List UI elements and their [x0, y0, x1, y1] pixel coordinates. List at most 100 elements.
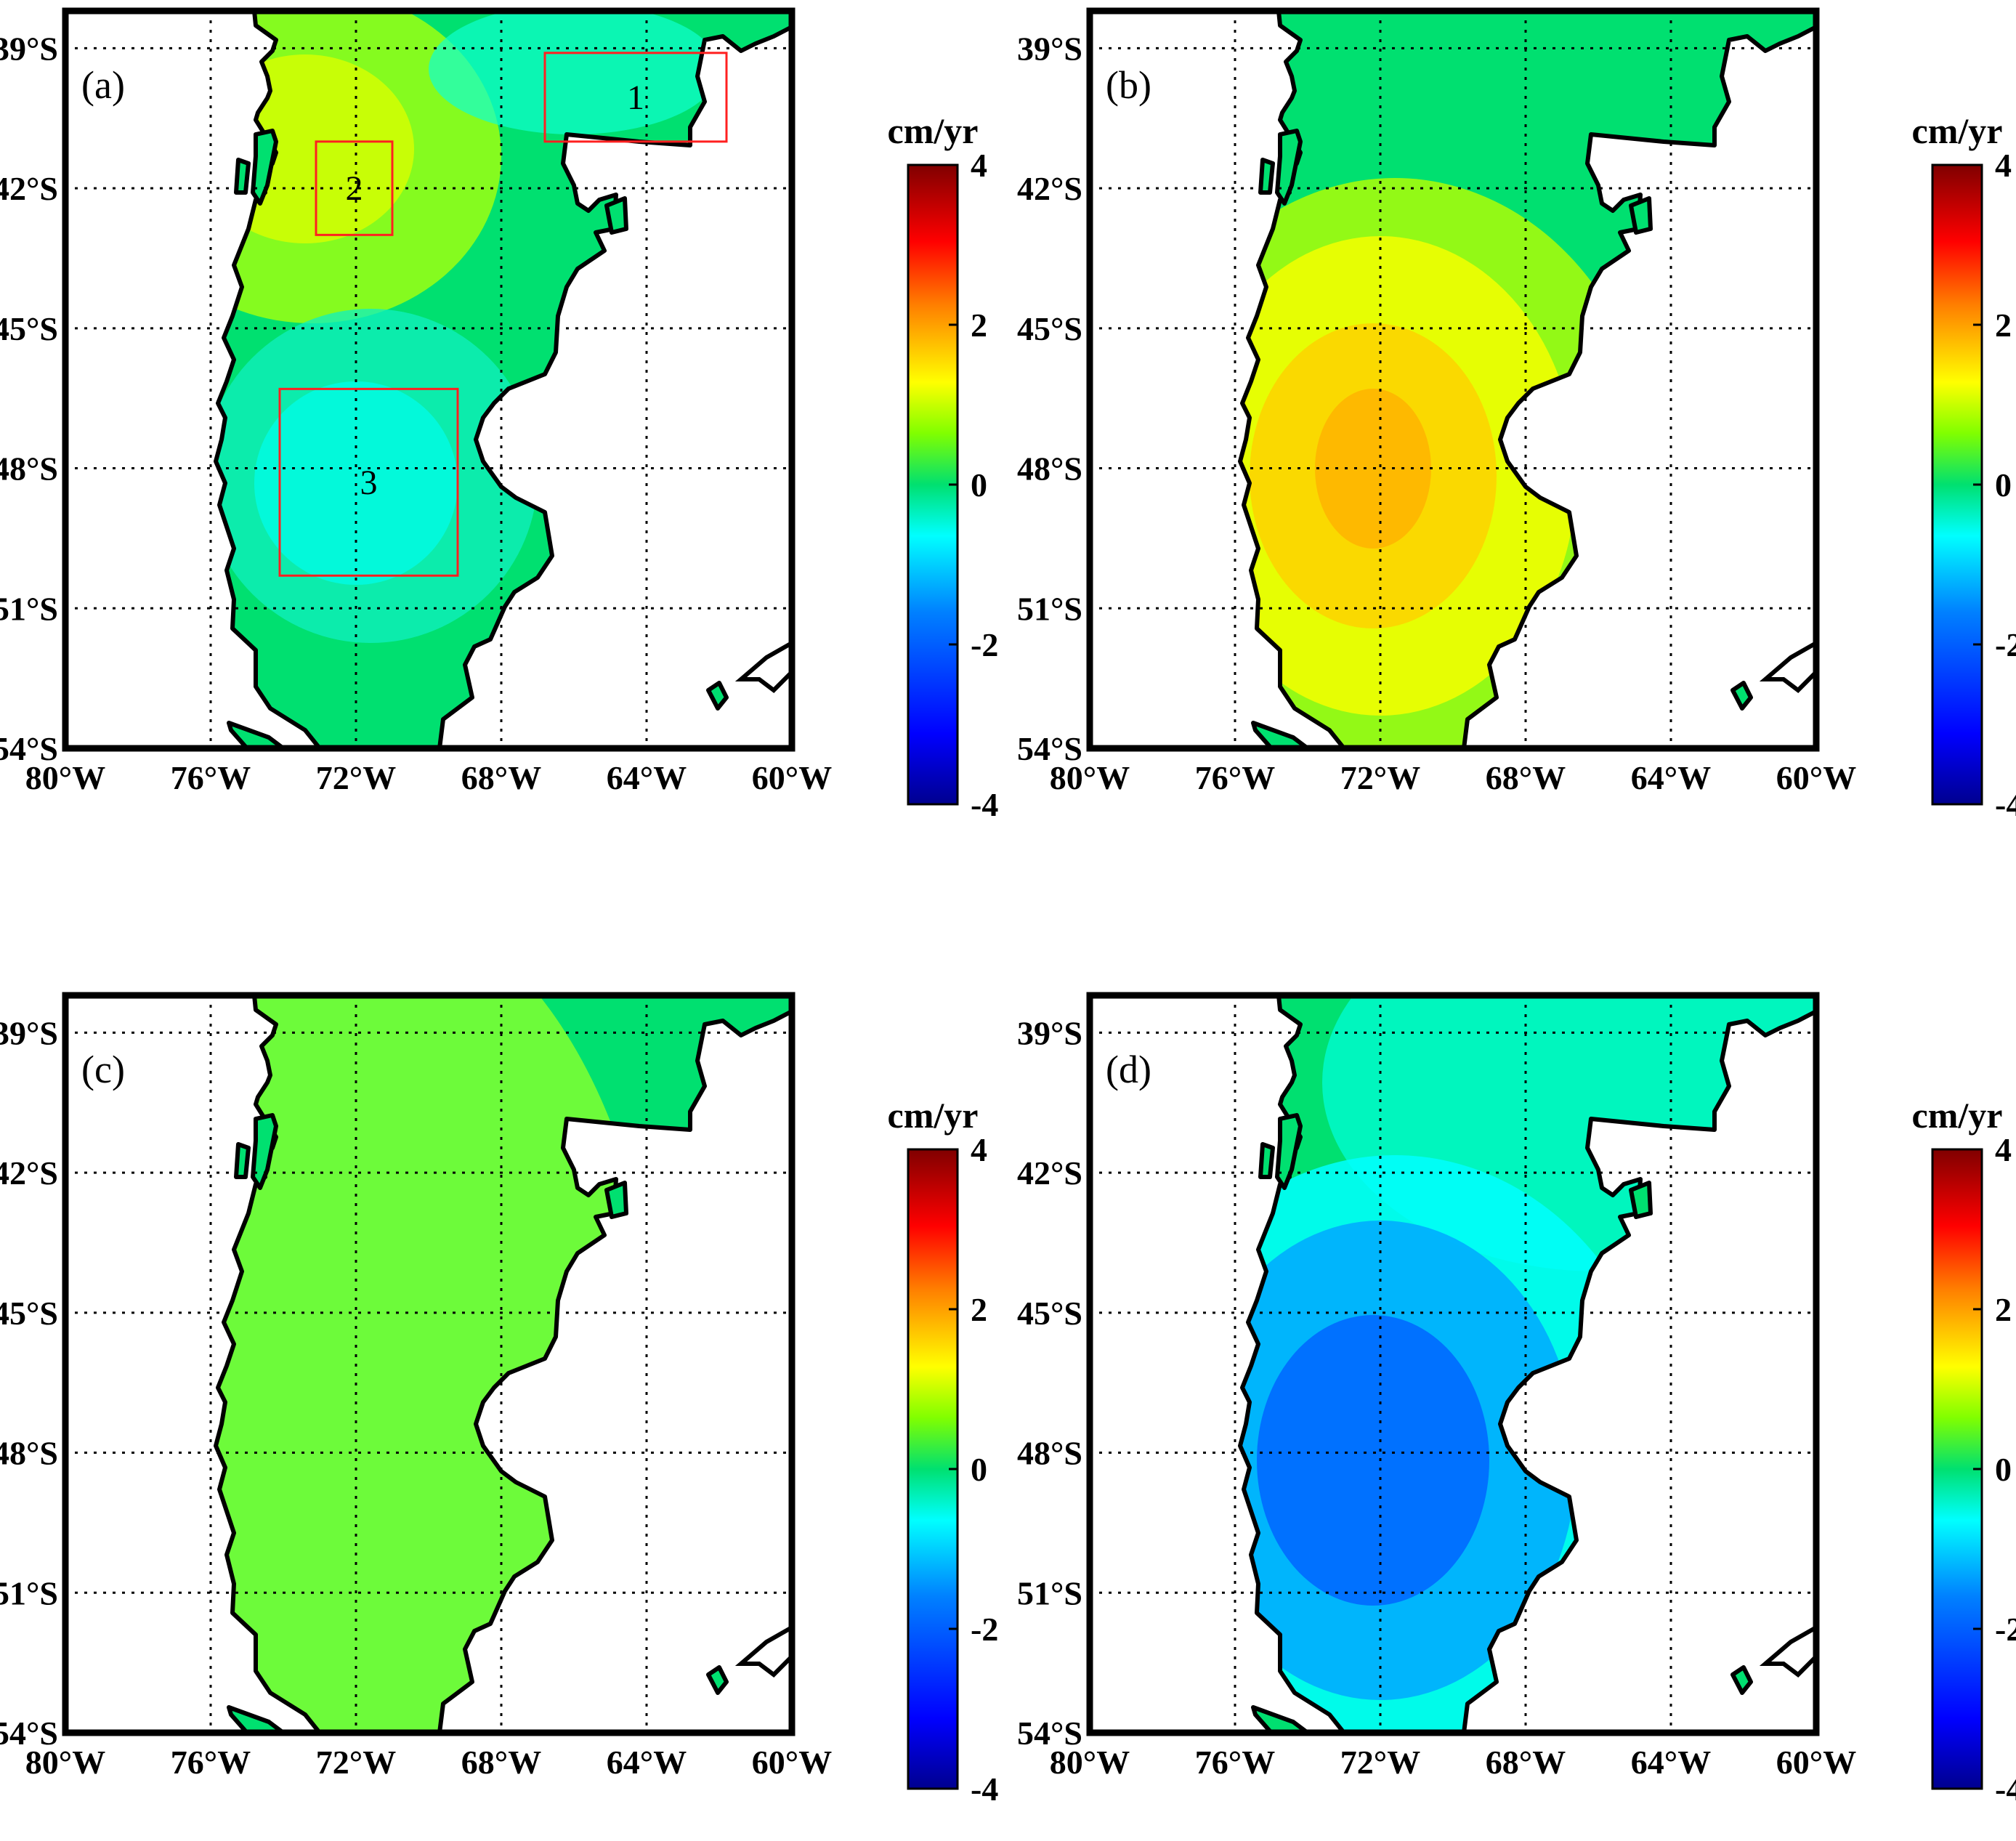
x-tick-label-d-5: 60°W [1776, 1744, 1856, 1781]
y-tick-label-d-4: 51°S [1017, 1574, 1082, 1611]
region-label-3: 3 [360, 464, 378, 502]
y-tick-label-a-1: 42°S [0, 170, 58, 207]
colorbar-tick-label-c-0: 4 [971, 1131, 987, 1168]
map-frame-b [1086, 7, 1820, 752]
panel-a: 1 2 3 (a) 39°S 42°S 45°S 48°S 51°S 54°S80°W 76°W 72… [0, 7, 998, 823]
panel-c: (c) 39°S 42°S 45°S 48°S 51°S 54°S80°W 76°W 72°W 6… [0, 992, 998, 1808]
colorbar-tick-label-a-3: -2 [971, 626, 998, 663]
x-tick-label-a-3: 68°W [461, 759, 541, 796]
x-tick-label-a-0: 80°W [25, 759, 105, 796]
x-tick-label-a-1: 76°W [171, 759, 251, 796]
panel-label-a: (a) [81, 63, 125, 107]
island-a-3 [227, 721, 286, 750]
panel-label-c: (c) [81, 1048, 125, 1091]
y-tick-label-a-5: 54°S [0, 730, 58, 767]
colorbar-tick-label-d-0: 4 [1995, 1131, 2012, 1168]
island-b-4 [1730, 681, 1753, 711]
x-tick-label-a-4: 64°W [607, 759, 687, 796]
x-tick-label-a-5: 60°W [752, 759, 832, 796]
x-tick-label-c-1: 76°W [171, 1744, 251, 1781]
colorbar-tick-label-b-3: -2 [1995, 626, 2016, 663]
y-tick-label-c-0: 39°S [0, 1014, 58, 1051]
y-tick-label-c-4: 51°S [0, 1574, 58, 1611]
x-tick-label-b-1: 76°W [1195, 759, 1275, 796]
y-tick-label-d-1: 42°S [1017, 1154, 1082, 1191]
island-d-0 [1275, 1113, 1303, 1190]
y-tick-label-d-5: 54°S [1017, 1715, 1082, 1752]
velocity-field-b [1240, 178, 1656, 748]
field-contour-a-2 [429, 11, 719, 134]
x-tick-label-d-2: 72°W [1340, 1744, 1420, 1781]
island-c-2 [604, 1181, 628, 1219]
x-tick-label-c-5: 60°W [752, 1744, 832, 1781]
island-b-1 [1258, 158, 1275, 195]
colorbar-tick-label-b-4: -4 [1995, 786, 2016, 823]
island-a-4 [706, 681, 729, 711]
region-label-2: 2 [346, 169, 363, 208]
x-tick-label-d-3: 68°W [1486, 1744, 1566, 1781]
colorbar-tick-label-b-2: 0 [1995, 466, 2012, 503]
map-frame-c [62, 992, 796, 1736]
y-tick-label-c-1: 42°S [0, 1154, 58, 1191]
y-tick-label-a-0: 39°S [0, 30, 58, 67]
panel-b: (b) 39°S 42°S 45°S 48°S 51°S 54°S80°W 76°W 72°W 6… [1017, 7, 2016, 823]
coast-east-a [734, 639, 794, 693]
colorbar-tick-label-a-0: 4 [971, 147, 987, 184]
island-d-2 [1629, 1181, 1653, 1219]
colorbar-unit-d: cm/yr [1912, 1095, 2003, 1136]
coast-east-d [1759, 1623, 1818, 1678]
velocity-field-d [1240, 995, 1816, 1733]
colorbar-unit-c: cm/yr [888, 1095, 979, 1136]
island-d-3 [1251, 1705, 1310, 1735]
y-tick-label-b-1: 42°S [1017, 170, 1082, 207]
colorbar-tick-label-c-2: 0 [971, 1451, 987, 1488]
y-tick-label-a-2: 45°S [0, 310, 58, 347]
island-d-1 [1258, 1142, 1275, 1179]
colorbar-unit-b: cm/yr [1912, 110, 2003, 151]
x-tick-label-c-3: 68°W [461, 1744, 541, 1781]
panel-d: (d) 39°S 42°S 45°S 48°S 51°S 54°S80°W 76°W 72°W 6… [1017, 992, 2016, 1808]
region-box-1 [543, 52, 728, 143]
x-tick-label-b-2: 72°W [1340, 759, 1420, 796]
x-tick-label-d-1: 76°W [1195, 1744, 1275, 1781]
field-contour-a-1 [216, 54, 414, 243]
island-a-2 [604, 196, 628, 235]
island-c-1 [234, 1142, 251, 1179]
colorbar-tick-label-b-0: 4 [1995, 147, 2012, 184]
field-contour-d-3 [1257, 1315, 1489, 1606]
x-tick-label-c-2: 72°W [316, 1744, 396, 1781]
island-c-0 [251, 1113, 278, 1190]
map-frame-d [1086, 992, 1820, 1736]
y-tick-label-b-5: 54°S [1017, 730, 1082, 767]
island-b-3 [1251, 721, 1310, 750]
island-a-0 [251, 129, 278, 206]
colorbar-tick-label-a-1: 2 [971, 307, 987, 344]
x-tick-label-d-0: 80°W [1050, 1744, 1130, 1781]
y-tick-label-c-2: 45°S [0, 1295, 58, 1332]
island-c-4 [706, 1665, 729, 1695]
colorbar-tick-label-a-4: -4 [971, 786, 998, 823]
x-tick-label-c-4: 64°W [607, 1744, 687, 1781]
region-box-2 [315, 140, 394, 236]
x-tick-label-a-2: 72°W [316, 759, 396, 796]
panel-label-d: (d) [1106, 1048, 1151, 1091]
coast-east-c [734, 1623, 794, 1678]
colorbar-unit-a: cm/yr [888, 110, 979, 151]
coast-east-b [1759, 639, 1818, 693]
y-tick-label-b-0: 39°S [1017, 30, 1082, 67]
y-tick-label-a-3: 48°S [0, 450, 58, 487]
x-tick-label-b-5: 60°W [1776, 759, 1856, 796]
island-d-4 [1730, 1665, 1753, 1695]
colorbar-tick-label-d-1: 2 [1995, 1291, 2012, 1328]
colorbar-tick-label-d-2: 0 [1995, 1451, 2012, 1488]
y-tick-label-d-0: 39°S [1017, 1014, 1082, 1051]
y-tick-label-b-3: 48°S [1017, 450, 1082, 487]
island-c-3 [227, 1705, 286, 1735]
region-box-3 [278, 387, 459, 577]
y-tick-label-a-4: 51°S [0, 590, 58, 627]
panel-label-b: (b) [1106, 63, 1151, 107]
colorbar-tick-label-c-4: -4 [971, 1771, 998, 1808]
y-tick-label-c-5: 54°S [0, 1715, 58, 1752]
island-b-2 [1629, 196, 1653, 235]
